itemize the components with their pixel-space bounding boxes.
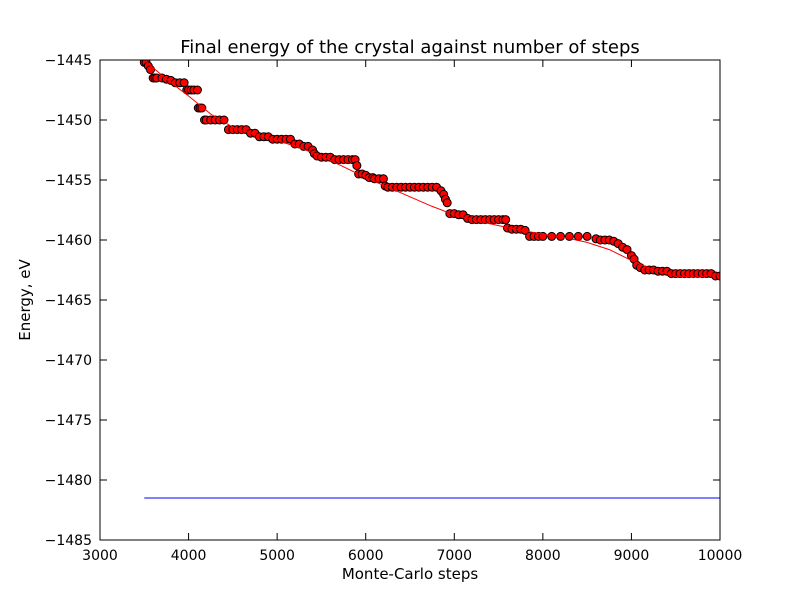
x-tick-label: 10000 (698, 548, 743, 564)
data-point (622, 245, 632, 255)
x-tick-label: 5000 (259, 548, 295, 564)
y-tick-label: −1450 (45, 113, 92, 129)
y-tick-label: −1485 (45, 533, 92, 549)
y-tick-label: −1480 (45, 473, 92, 489)
x-tick-label: 4000 (171, 548, 207, 564)
plot-frame (99, 59, 721, 541)
y-tick-label: −1470 (45, 353, 92, 369)
data-point (442, 198, 452, 208)
data-points (139, 60, 720, 281)
y-tick-label: −1465 (45, 293, 92, 309)
data-point (573, 231, 583, 241)
x-axis-label: Monte-Carlo steps (342, 565, 479, 583)
y-tick-label: −1460 (45, 233, 92, 249)
data-point (501, 215, 511, 225)
y-tick-label: −1445 (45, 53, 92, 69)
data-point (582, 231, 592, 241)
x-tick-label: 3000 (82, 548, 118, 564)
x-tick-label: 9000 (614, 548, 650, 564)
y-tick-label: −1455 (45, 173, 92, 189)
data-point (192, 85, 202, 95)
data-point (378, 174, 388, 184)
data-point (352, 161, 362, 171)
data-point (197, 103, 207, 113)
trend-line (143, 60, 720, 278)
plot-area (139, 60, 720, 499)
y-axis-label: Energy, eV (16, 258, 34, 340)
y-tick-label: −1475 (45, 413, 92, 429)
x-tick-label: 6000 (348, 548, 384, 564)
x-tick-label: 7000 (436, 548, 472, 564)
chart-title: Final energy of the crystal against numb… (180, 37, 640, 58)
data-point (145, 65, 155, 75)
x-tick-label: 8000 (525, 548, 561, 564)
